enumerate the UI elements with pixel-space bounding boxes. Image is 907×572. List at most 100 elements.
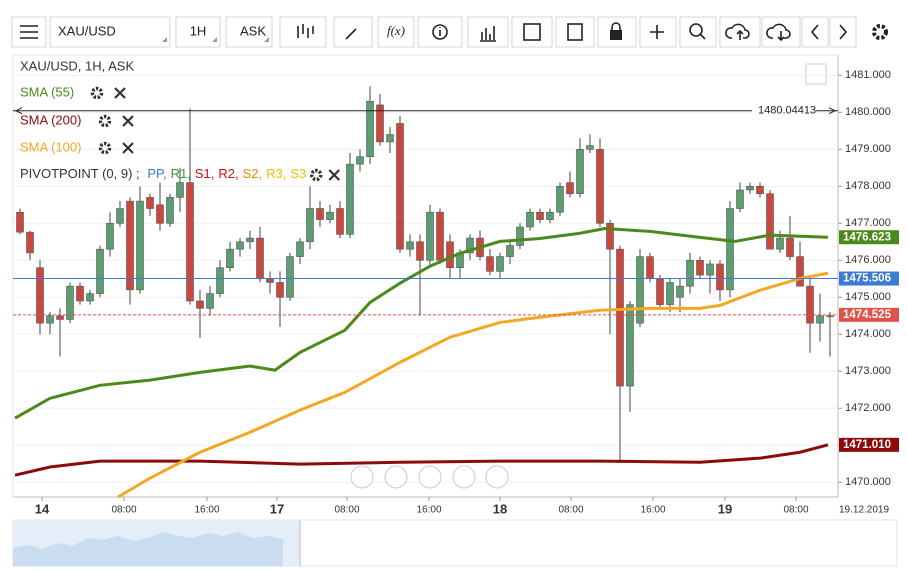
candle-body bbox=[36, 267, 44, 324]
candle-body bbox=[806, 285, 814, 324]
candle-body bbox=[676, 285, 684, 298]
candle-body bbox=[186, 182, 194, 302]
candle-body bbox=[716, 263, 724, 291]
expand-button[interactable] bbox=[805, 63, 827, 85]
candle-body bbox=[416, 241, 424, 261]
candle-body bbox=[796, 256, 804, 287]
candle-body bbox=[346, 163, 354, 235]
zoom-button[interactable] bbox=[679, 16, 717, 48]
candle-body bbox=[176, 182, 184, 198]
pivot-item: S3 bbox=[290, 166, 306, 181]
legend-title: XAU/USD, 1H, ASK bbox=[20, 58, 134, 73]
remove-icon[interactable] bbox=[122, 115, 134, 127]
date-label: 19.12.2019 bbox=[839, 505, 889, 516]
candle-body bbox=[766, 193, 774, 250]
y-tick-label: 1470.000 bbox=[845, 476, 891, 488]
dropdown-corner bbox=[264, 37, 269, 42]
symbol-select[interactable] bbox=[49, 16, 171, 48]
candle-body bbox=[56, 315, 64, 320]
settings-icon[interactable] bbox=[98, 114, 112, 128]
next-button[interactable] bbox=[829, 16, 857, 48]
plot-area: 1480.04413 bbox=[13, 74, 838, 499]
remove-icon[interactable] bbox=[122, 142, 134, 154]
y-tick-label: 1475.000 bbox=[845, 291, 891, 303]
candle-body bbox=[206, 293, 214, 309]
download-icon bbox=[766, 23, 791, 42]
info-icon bbox=[432, 24, 448, 40]
report-button[interactable] bbox=[555, 16, 595, 48]
x-tick-label: 08:00 bbox=[558, 505, 583, 516]
indicators-button[interactable] bbox=[377, 16, 415, 48]
candle-body bbox=[756, 186, 764, 195]
x-tick-label: 19 bbox=[718, 501, 732, 516]
candle-body bbox=[196, 300, 204, 309]
crosshair-icon bbox=[650, 25, 664, 39]
prev-button[interactable] bbox=[801, 16, 829, 48]
reset[interactable] bbox=[418, 465, 442, 489]
candle-body bbox=[786, 237, 794, 257]
calendar-button[interactable] bbox=[511, 16, 553, 48]
scroll-left[interactable] bbox=[350, 465, 374, 489]
zoom-icon bbox=[689, 23, 703, 37]
legend: XAU/USD, 1H, ASK SMA (55) SMA (200) SMA … bbox=[20, 58, 306, 181]
candle-body bbox=[486, 256, 494, 272]
candle-body bbox=[566, 182, 574, 195]
y-tick-label: 1477.000 bbox=[845, 217, 891, 229]
remove-icon[interactable] bbox=[328, 169, 341, 181]
x-tick-label: 16:00 bbox=[194, 505, 219, 516]
candles-icon bbox=[297, 24, 314, 38]
report-icon bbox=[567, 23, 583, 41]
candle-body bbox=[166, 197, 174, 224]
candle-body bbox=[406, 241, 414, 250]
candle-body bbox=[216, 267, 224, 294]
pivot-item: R1, bbox=[171, 166, 191, 181]
y-tick-label: 1472.000 bbox=[845, 402, 891, 414]
candle-body bbox=[226, 248, 234, 268]
zoom-in[interactable] bbox=[452, 465, 476, 489]
function-text: f(x) bbox=[387, 23, 405, 38]
candle-body bbox=[306, 208, 314, 243]
candle-body bbox=[726, 208, 734, 291]
timeframe-text: 1H bbox=[190, 23, 207, 38]
menu-icon bbox=[20, 25, 38, 39]
pivot-item: S2, bbox=[243, 166, 263, 181]
price-badge-label: 1476.623 bbox=[843, 231, 891, 243]
candle-body bbox=[686, 259, 694, 287]
candle-body bbox=[506, 245, 514, 257]
y-tick-label: 1473.000 bbox=[845, 365, 891, 377]
x-tick-label: 14 bbox=[35, 501, 50, 516]
candle-body bbox=[426, 211, 434, 261]
settings-icon[interactable] bbox=[90, 86, 104, 100]
settings-icon[interactable] bbox=[98, 141, 112, 155]
candle-body bbox=[266, 278, 274, 283]
bars-button[interactable] bbox=[467, 16, 509, 48]
candle-body bbox=[576, 149, 584, 195]
x-tick-label: 17 bbox=[270, 501, 284, 516]
sma-line bbox=[14, 226, 829, 420]
next-icon bbox=[839, 24, 848, 40]
legend-entry: SMA (100) bbox=[20, 139, 81, 154]
candle-body bbox=[656, 278, 664, 305]
line-arrow bbox=[14, 107, 837, 115]
zoom-out[interactable] bbox=[384, 465, 408, 489]
candle-body bbox=[256, 237, 264, 280]
x-tick-label: 16:00 bbox=[640, 505, 665, 516]
scroll-right[interactable] bbox=[485, 465, 509, 489]
remove-icon[interactable] bbox=[114, 87, 126, 99]
sma-line bbox=[117, 271, 829, 499]
pivot-item: R2, bbox=[218, 166, 238, 181]
candle-body bbox=[596, 149, 604, 224]
legend-entry: SMA (55) bbox=[20, 84, 74, 99]
candle-body bbox=[76, 285, 84, 302]
candle-body bbox=[666, 282, 674, 305]
candle-body bbox=[746, 186, 754, 191]
line-label-bg bbox=[752, 103, 816, 118]
candle-body bbox=[536, 211, 544, 220]
candle-body bbox=[616, 248, 624, 387]
settings-button[interactable] bbox=[872, 24, 888, 40]
settings-icon[interactable] bbox=[309, 168, 323, 182]
y-tick-label: 1474.000 bbox=[845, 328, 891, 340]
toolbar: XAU/USD 1H ASK f(x) bbox=[11, 16, 888, 48]
price-type-text: ASK bbox=[240, 23, 266, 38]
candle-body bbox=[16, 211, 24, 233]
